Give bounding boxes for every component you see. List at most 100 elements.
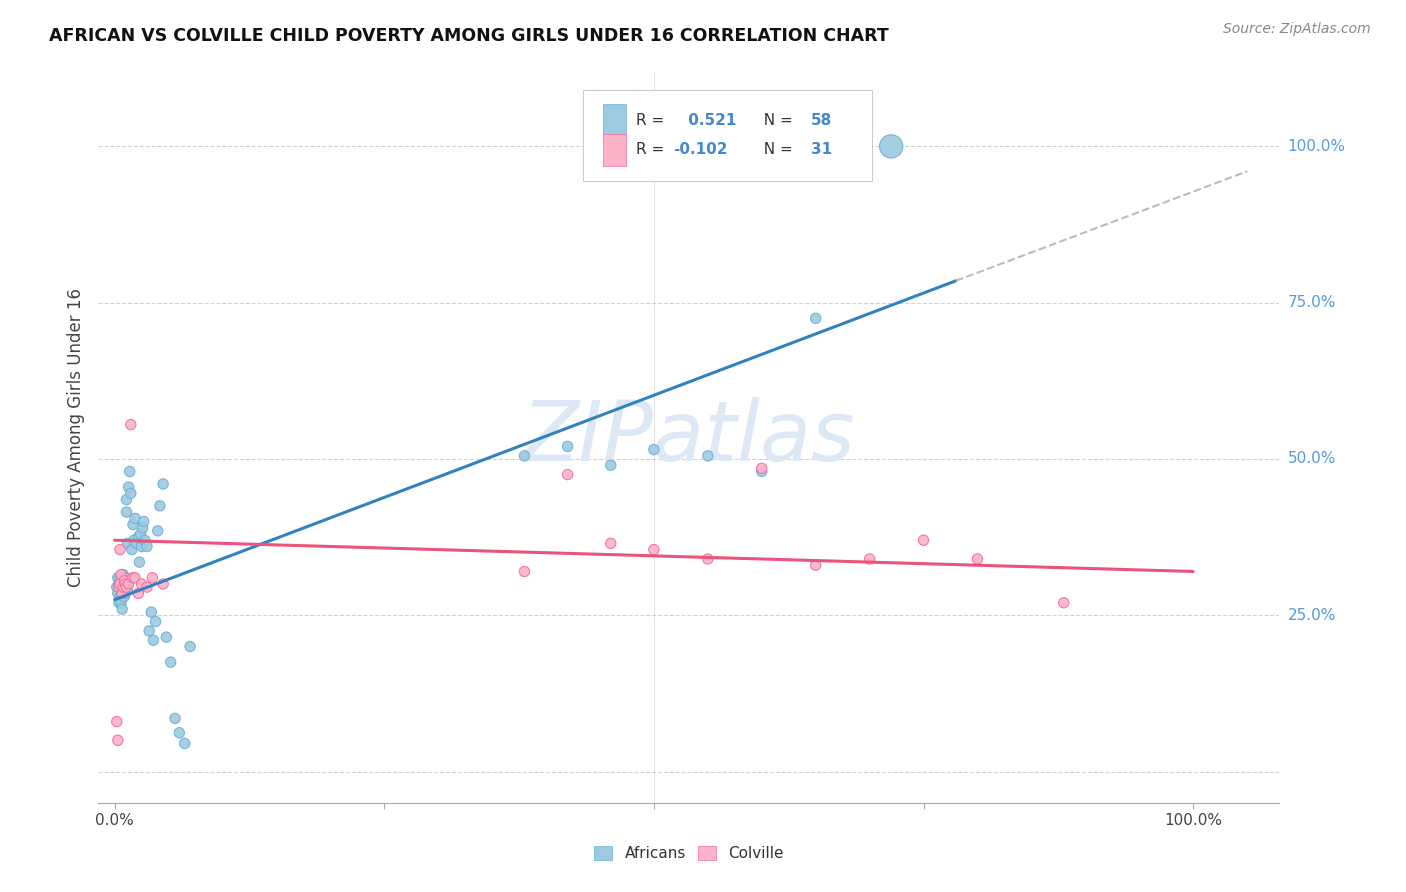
Legend: Africans, Colville: Africans, Colville [593, 846, 785, 861]
Point [751, 465, 773, 479]
FancyBboxPatch shape [603, 134, 626, 167]
Point [131, 540, 153, 554]
Text: 31: 31 [811, 143, 832, 158]
Point [112, 567, 135, 582]
Y-axis label: Child Poverty Among Girls Under 16: Child Poverty Among Girls Under 16 [67, 287, 86, 587]
Point [111, 602, 134, 616]
Text: N =: N = [754, 113, 797, 128]
Point [112, 580, 135, 594]
Text: 100.0%: 100.0% [1288, 139, 1346, 154]
Point [696, 449, 718, 463]
Point [112, 590, 135, 604]
Point [115, 580, 138, 594]
Point [105, 580, 128, 594]
Point [117, 577, 139, 591]
Point [108, 542, 131, 557]
Point [858, 552, 880, 566]
Text: R =: R = [636, 113, 669, 128]
FancyBboxPatch shape [603, 104, 626, 137]
Point [155, 630, 177, 644]
Point [122, 533, 145, 548]
Point [128, 555, 150, 569]
Point [114, 586, 136, 600]
Point [110, 580, 132, 594]
Point [136, 540, 159, 554]
Point [107, 586, 129, 600]
Point [108, 580, 131, 594]
Point [108, 577, 131, 591]
Point [117, 583, 139, 598]
Point [111, 586, 134, 600]
Point [117, 480, 139, 494]
Point [127, 586, 149, 600]
Point [120, 486, 142, 500]
Point [557, 440, 579, 454]
Point [751, 461, 773, 475]
Text: N =: N = [754, 143, 797, 158]
Point [125, 536, 148, 550]
Point [131, 521, 153, 535]
Point [122, 571, 145, 585]
Point [131, 577, 153, 591]
Point [173, 736, 195, 750]
Point [112, 577, 135, 591]
Text: 50.0%: 50.0% [1288, 451, 1336, 467]
Point [136, 580, 159, 594]
Point [107, 733, 129, 747]
Point [122, 517, 145, 532]
Point [804, 311, 827, 326]
Text: 0.521: 0.521 [683, 113, 737, 128]
Point [880, 139, 903, 153]
Point [141, 605, 163, 619]
Point [696, 552, 718, 566]
FancyBboxPatch shape [582, 90, 872, 181]
Point [108, 571, 131, 585]
Point [114, 571, 136, 585]
Text: -0.102: -0.102 [673, 143, 728, 158]
Point [159, 655, 181, 669]
Point [142, 633, 165, 648]
Point [118, 465, 141, 479]
Point [108, 596, 131, 610]
Point [117, 536, 139, 550]
Point [111, 586, 134, 600]
Point [121, 542, 143, 557]
Point [643, 542, 665, 557]
Point [1053, 596, 1076, 610]
Point [513, 449, 536, 463]
Point [132, 515, 155, 529]
Point [108, 577, 131, 591]
Point [145, 615, 167, 629]
Point [107, 571, 129, 585]
Point [557, 467, 579, 482]
Point [141, 571, 163, 585]
Text: AFRICAN VS COLVILLE CHILD POVERTY AMONG GIRLS UNDER 16 CORRELATION CHART: AFRICAN VS COLVILLE CHILD POVERTY AMONG … [49, 27, 889, 45]
Point [149, 499, 172, 513]
Point [804, 558, 827, 573]
Point [112, 577, 135, 591]
Point [134, 533, 156, 548]
Point [108, 590, 131, 604]
Text: 58: 58 [811, 113, 832, 128]
Point [169, 726, 191, 740]
Point [643, 442, 665, 457]
Point [129, 527, 152, 541]
Point [152, 577, 174, 591]
Point [120, 417, 142, 432]
Text: 75.0%: 75.0% [1288, 295, 1336, 310]
Point [138, 624, 160, 638]
Point [912, 533, 935, 548]
Point [966, 552, 988, 566]
Point [115, 505, 138, 519]
Text: Source: ZipAtlas.com: Source: ZipAtlas.com [1223, 22, 1371, 37]
Point [599, 536, 621, 550]
Point [599, 458, 621, 473]
Point [179, 640, 201, 654]
Point [124, 571, 146, 585]
Text: 25.0%: 25.0% [1288, 607, 1336, 623]
Point [110, 596, 132, 610]
Text: ZIPatlas: ZIPatlas [522, 397, 856, 477]
Point [127, 530, 149, 544]
Point [513, 565, 536, 579]
Point [110, 567, 132, 582]
